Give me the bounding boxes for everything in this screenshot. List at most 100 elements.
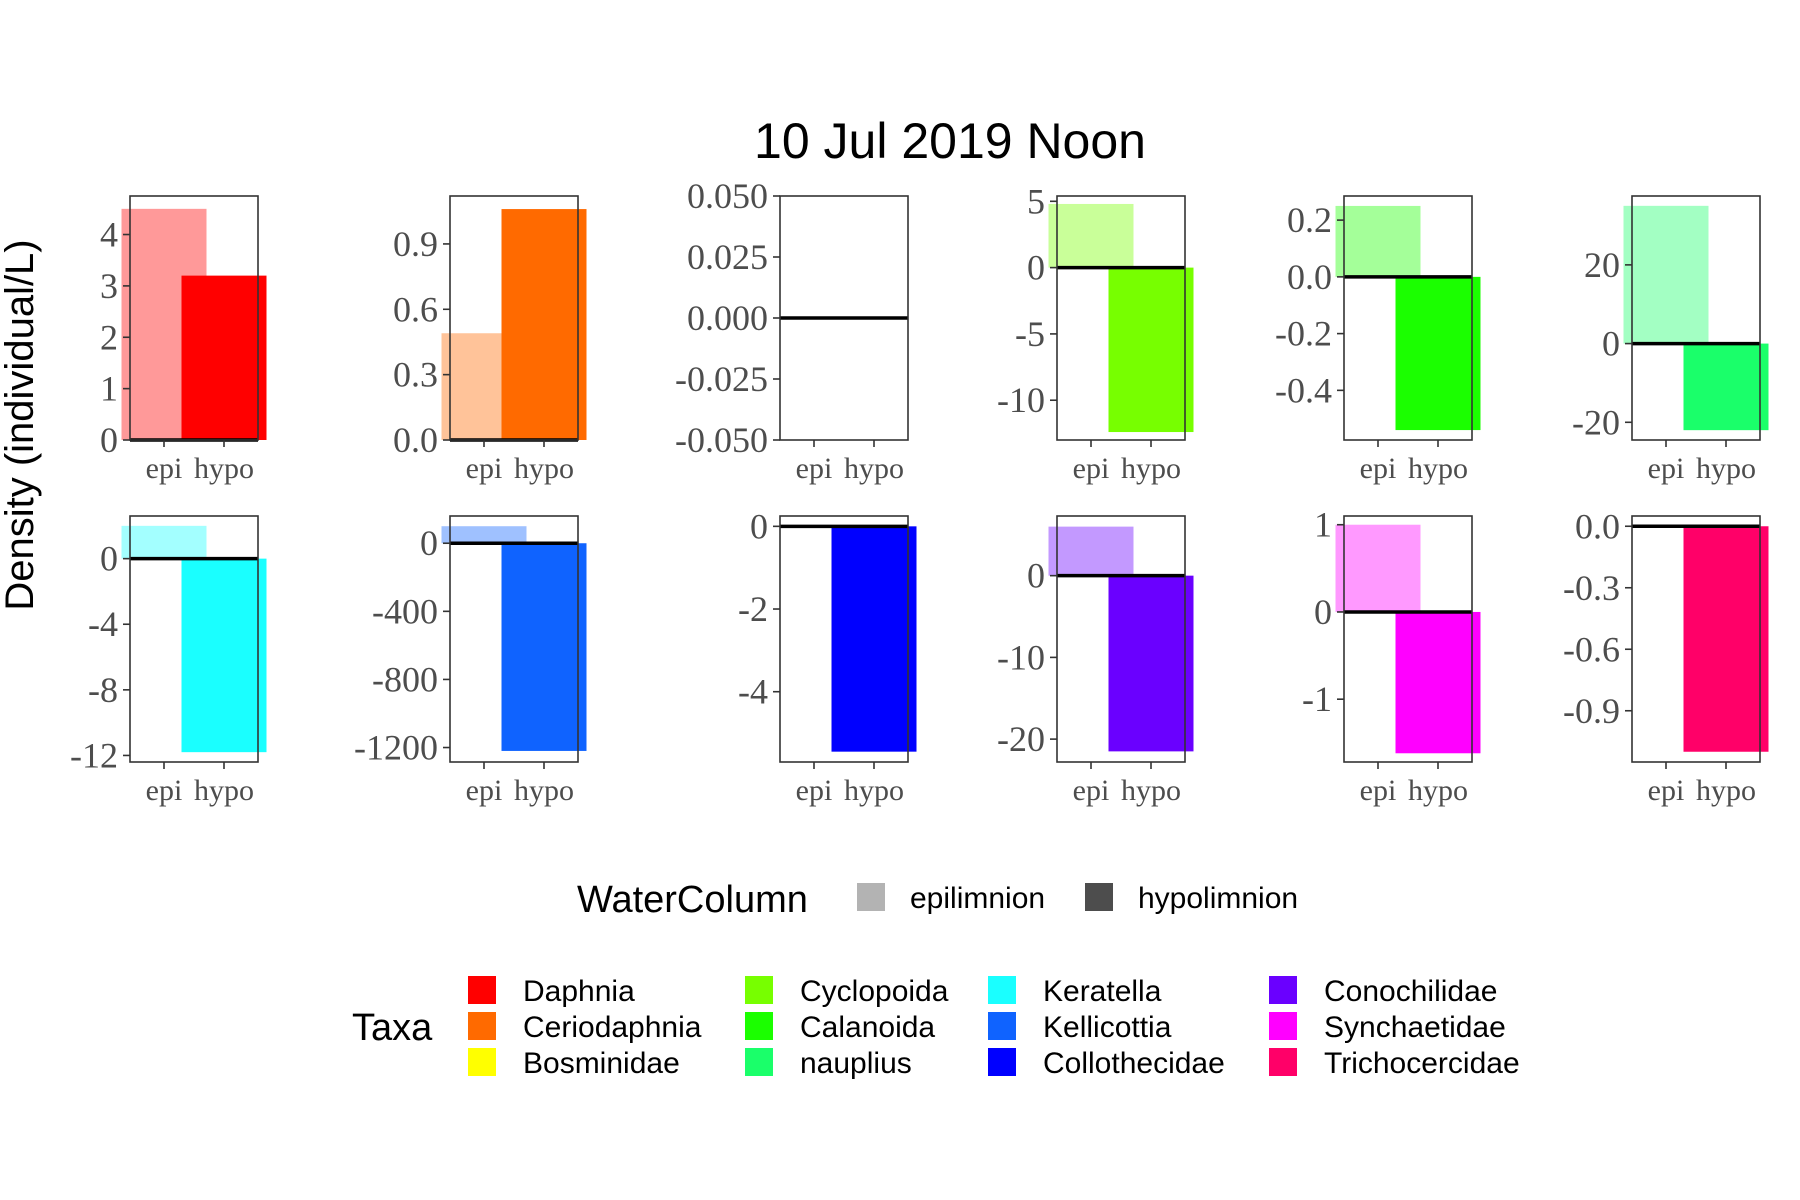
legend-key-collothecidae (988, 1048, 1016, 1076)
bar-trichocercidae-hypo (1683, 526, 1769, 752)
y-tick-label: 0.6 (393, 289, 438, 329)
panel-cyclopoida: -10 -5 0 5 epi hypo (997, 181, 1194, 485)
x-tick-label-hypo: hypo (1121, 774, 1181, 807)
x-tick-label-epi: epi (1073, 452, 1110, 485)
y-tick-label: -5 (1015, 314, 1045, 354)
bar-cyclopoida-hypo (1108, 267, 1194, 433)
legend-key-epilimnion (857, 883, 885, 911)
panel-frame (129, 515, 259, 763)
y-tick-label: -2 (738, 589, 768, 629)
bar-kellicottia-epi (441, 526, 527, 544)
y-tick-label: -1 (1302, 679, 1332, 719)
y-tick-label: 0.0 (1575, 506, 1620, 546)
y-tick-label: -0.025 (675, 359, 768, 399)
legend-label-epilimnion: epilimnion (910, 882, 1045, 915)
panel-frame (129, 195, 259, 441)
bar-conochilidae-hypo (1108, 575, 1194, 752)
x-tick-label-hypo: hypo (514, 774, 574, 807)
x-tick-label-epi: epi (1360, 774, 1397, 807)
panel-kellicottia: -1200 -800 -400 0 epi hypo (354, 515, 587, 807)
legend-key-conochilidae (1269, 976, 1297, 1004)
legend-key-hypolimnion (1085, 883, 1113, 911)
watercolumn-legend: WaterColumn epilimnion hypolimnion (577, 879, 1298, 921)
bar-nauplius-epi (1623, 205, 1709, 344)
panel-frame (1631, 515, 1761, 763)
legend-label-cyclopoida: Cyclopoida (800, 975, 949, 1008)
x-tick-label-epi: epi (1073, 774, 1110, 807)
x-tick-label-epi: epi (146, 774, 183, 807)
y-tick-label: -0.9 (1563, 691, 1620, 731)
bar-keratella-hypo (181, 558, 267, 753)
legend-label-keratella: Keratella (1043, 975, 1162, 1008)
panel-frame (1343, 515, 1473, 763)
x-tick-label-hypo: hypo (1696, 452, 1756, 485)
bar-cyclopoida-epi (1048, 203, 1134, 268)
panel-nauplius: -20 0 20 epi hypo (1572, 195, 1769, 485)
x-tick-label-epi: epi (1360, 452, 1397, 485)
panel-collothecidae: -4 -2 0 epi hypo (738, 506, 917, 807)
panel-frame (779, 515, 909, 763)
panel-frame (449, 195, 579, 441)
y-tick-label: 0 (100, 539, 118, 579)
x-tick-label-epi: epi (146, 452, 183, 485)
legend-key-nauplius (745, 1048, 773, 1076)
panel-frame (1056, 515, 1186, 763)
legend-key-cyclopoida (745, 976, 773, 1004)
y-tick-label: -20 (997, 719, 1045, 759)
y-tick-label: 0 (1602, 324, 1620, 364)
y-tick-label: 1 (1314, 505, 1332, 545)
y-tick-label: -0.4 (1275, 370, 1332, 410)
legend-label-collothecidae: Collothecidae (1043, 1047, 1225, 1080)
y-tick-label: 0 (1314, 592, 1332, 632)
legend-label-daphnia: Daphnia (523, 975, 635, 1008)
x-tick-label-hypo: hypo (194, 452, 254, 485)
legend-label-bosminidae: Bosminidae (523, 1047, 680, 1080)
legend-label-kellicottia: Kellicottia (1043, 1011, 1172, 1044)
x-tick-label-hypo: hypo (514, 452, 574, 485)
y-tick-label: -0.2 (1275, 314, 1332, 354)
legend-key-trichocercidae (1269, 1048, 1297, 1076)
bar-synchaetidae-epi (1335, 524, 1421, 612)
y-tick-label: 2 (100, 317, 118, 357)
taxa-legend-title: Taxa (352, 1007, 433, 1049)
y-tick-label: -0.6 (1563, 629, 1620, 669)
y-tick-label: 0 (1027, 556, 1045, 596)
y-tick-label: 0 (420, 523, 438, 563)
bar-ceriodaphnia-hypo (501, 209, 587, 440)
legend-key-ceriodaphnia (468, 1012, 496, 1040)
y-tick-label: 0.2 (1287, 200, 1332, 240)
panel-frame (1343, 195, 1473, 441)
y-tick-label: 0 (1027, 248, 1045, 288)
panel-frame (1631, 195, 1761, 441)
y-tick-label: -400 (372, 591, 438, 631)
panel-bosminidae: -0.050 -0.025 0.000 0.025 0.050 epi hypo (675, 176, 909, 485)
y-tick-label: -10 (997, 380, 1045, 420)
watercolumn-legend-title: WaterColumn (577, 879, 808, 921)
panel-synchaetidae: -1 0 1 epi hypo (1302, 505, 1481, 807)
y-tick-label: -20 (1572, 402, 1620, 442)
x-tick-label-epi: epi (796, 452, 833, 485)
y-tick-label: 0.000 (687, 298, 768, 338)
y-tick-label: -1200 (354, 728, 438, 768)
legend-key-synchaetidae (1269, 1012, 1297, 1040)
panel-frame (1056, 195, 1186, 441)
y-tick-label: 0 (100, 420, 118, 460)
legend-label-conochilidae: Conochilidae (1324, 975, 1497, 1008)
y-tick-label: -800 (372, 659, 438, 699)
y-tick-label: 0.0 (393, 420, 438, 460)
bar-conochilidae-epi (1048, 526, 1134, 576)
legend-label-calanoida: Calanoida (800, 1011, 935, 1044)
panel-keratella: -12 -8 -4 0 epi hypo (70, 515, 267, 807)
y-tick-label: -10 (997, 637, 1045, 677)
x-tick-label-hypo: hypo (1408, 774, 1468, 807)
x-tick-label-hypo: hypo (194, 774, 254, 807)
legend-key-daphnia (468, 976, 496, 1004)
y-tick-label: 0 (750, 506, 768, 546)
bar-kellicottia-hypo (501, 543, 587, 751)
y-tick-label: -0.050 (675, 420, 768, 460)
panel-ceriodaphnia: 0.0 0.3 0.6 0.9 epi hypo (393, 195, 587, 485)
y-tick-label: 3 (100, 266, 118, 306)
legend-label-synchaetidae: Synchaetidae (1324, 1011, 1506, 1044)
x-tick-label-hypo: hypo (844, 774, 904, 807)
